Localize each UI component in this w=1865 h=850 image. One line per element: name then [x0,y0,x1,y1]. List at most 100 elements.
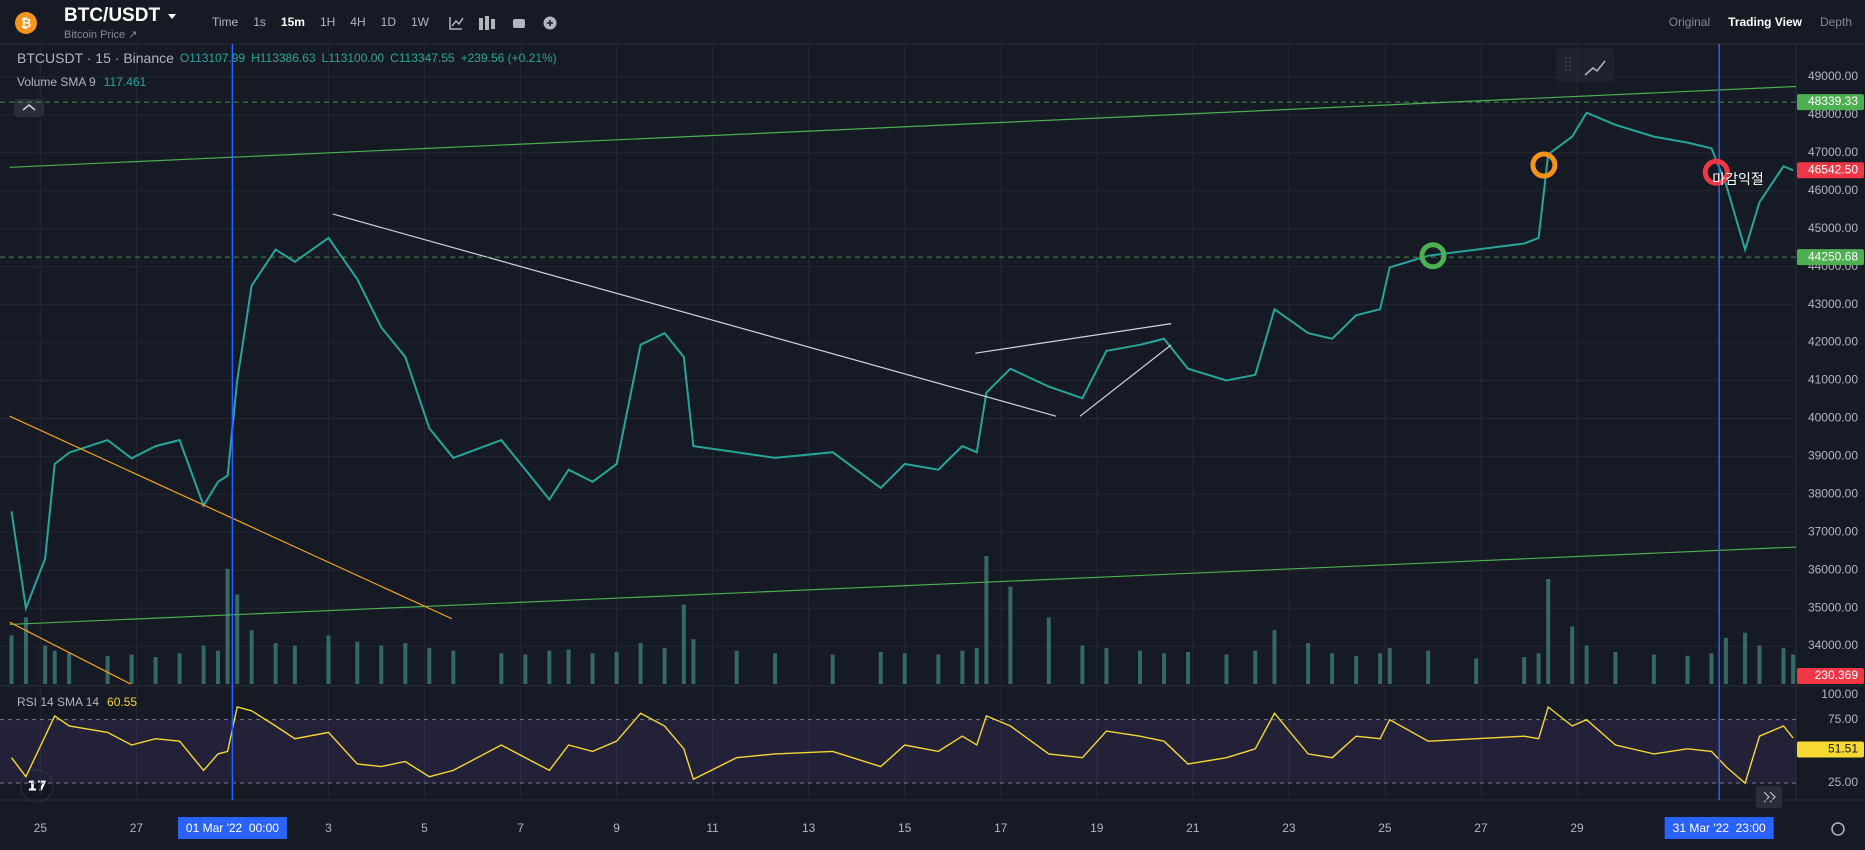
drawing-toolbar [1556,48,1614,82]
price-legend-part: O113107.99 [180,51,245,65]
volume-bar [1546,579,1551,684]
volume-bar [216,650,221,684]
volume-bar [1224,654,1229,684]
volume-bar [403,643,408,684]
volume-bar [1186,652,1191,684]
trade-marker [1702,158,1730,186]
trendline [975,323,1172,354]
interval-button[interactable]: 1W [411,15,430,29]
volume-last-label-box [1797,668,1864,684]
price-legend-part: BTCUSDT · 15 · Binance [17,50,174,66]
level-label-box [1797,94,1864,111]
volume-bar [984,556,989,684]
y-tick-label: 39000.00 [1808,449,1858,463]
volume-bar [1570,626,1575,684]
volume-bar [23,617,28,684]
tv-logo-glyph: 𝟭𝟳 [27,778,46,794]
y-tick-label: 38000.00 [1808,486,1858,500]
volume-bar [1138,650,1143,684]
volume-bar [1584,645,1589,684]
volume-legend-part: 117.461 [104,75,147,89]
volume-bar [960,650,965,684]
x-tick-label: 3 [325,821,332,835]
interval-button[interactable]: 4H [350,15,365,29]
interval-button[interactable]: 1s [253,15,266,29]
volume-bar [734,650,739,684]
y-tick-label: 40000.00 [1808,411,1858,425]
interval-button[interactable]: 1H [320,15,335,29]
price-legend: BTCUSDT · 15 · Binance O113107.99 H113386.… [17,50,557,66]
rsi-tick-label: 75.00 [1828,712,1858,726]
volume-bar [9,635,14,684]
price-line [10,111,1794,612]
rsi-legend-part: RSI 14 SMA 14 [17,695,99,709]
x-tick-label: 5 [421,821,428,835]
rsi-tick-label: 100.00 [1821,687,1858,701]
volume-bar [614,652,619,684]
x-tick-label: 19 [1090,821,1104,835]
settings-icon[interactable] [1831,822,1845,836]
date-label-box [177,817,287,839]
y-tick-label: 41000.00 [1808,373,1858,387]
volume-bar [129,654,134,684]
volume-bar [1008,586,1013,684]
rsi-legend: RSI 14 SMA 14 60.55 [17,695,137,709]
interval-button[interactable]: Time [212,15,239,29]
camera-icon[interactable] [512,19,525,28]
collapse-icon [22,104,36,111]
volume-bar [1723,637,1728,684]
candle-icon[interactable] [478,16,495,30]
view-button[interactable]: Original [1669,15,1710,29]
level-label: 48339.33 [1808,94,1858,108]
volume-bar [1426,650,1431,684]
volume-bar [902,653,907,684]
drawing-icon[interactable] [1584,60,1606,76]
drag-handle[interactable] [1565,57,1571,73]
interval-button[interactable]: 1D [381,15,397,29]
y-tick-label: 35000.00 [1808,600,1858,614]
tv-logo-circle[interactable] [20,769,54,803]
bitcoin-logo [15,12,37,34]
volume-bar [1162,653,1167,684]
trendline [1079,344,1172,417]
x-tick-label: 27 [130,821,144,835]
volume-bar [153,657,158,684]
volume-bar [773,653,778,684]
x-tick-label: 29 [1570,821,1584,835]
symbol[interactable]: BTC/USDT [64,5,160,26]
volume-bar [547,650,552,684]
y-tick-label: 48000.00 [1808,107,1858,121]
trade-marker [1530,151,1558,179]
chart-layer: 25 27 3 5 7 9 11 13 15 17 19 21 23 25 27 29 34000.00 3500… [0,44,1865,839]
rsi-legend-part: 60.55 [107,695,137,709]
collapse-button[interactable] [14,99,44,117]
volume-bar [1743,632,1748,684]
indicator-icon[interactable] [449,17,464,30]
y-tick-label: 37000.00 [1808,524,1858,538]
symbol-caret[interactable] [168,14,177,19]
volume-bar [67,653,72,684]
trendline [9,621,131,685]
x-tick-label: 13 [802,821,816,835]
volume-bar [201,645,206,684]
y-tick-label: 49000.00 [1808,69,1858,83]
volume-bar [1306,643,1311,684]
view-button[interactable]: Depth [1820,15,1852,29]
rsi-value-label-box [1797,741,1864,758]
volume-bar [830,654,835,684]
symbol-subtitle: Bitcoin Price ↗ [64,29,137,41]
drawing-toolbar-box [1556,48,1614,82]
x-tick-label: 27 [1474,821,1488,835]
volume-bar [1378,653,1383,684]
price-legend-part: +239.56 (+0.21%) [461,51,557,65]
volume-bar [1757,645,1762,684]
interval-button[interactable]: 15m [281,15,305,29]
volume-bar [355,641,360,684]
volume-bar [1354,655,1359,684]
volume-bar [1709,653,1714,684]
volume-bar [974,648,979,684]
view-button[interactable]: Trading View [1728,15,1802,29]
